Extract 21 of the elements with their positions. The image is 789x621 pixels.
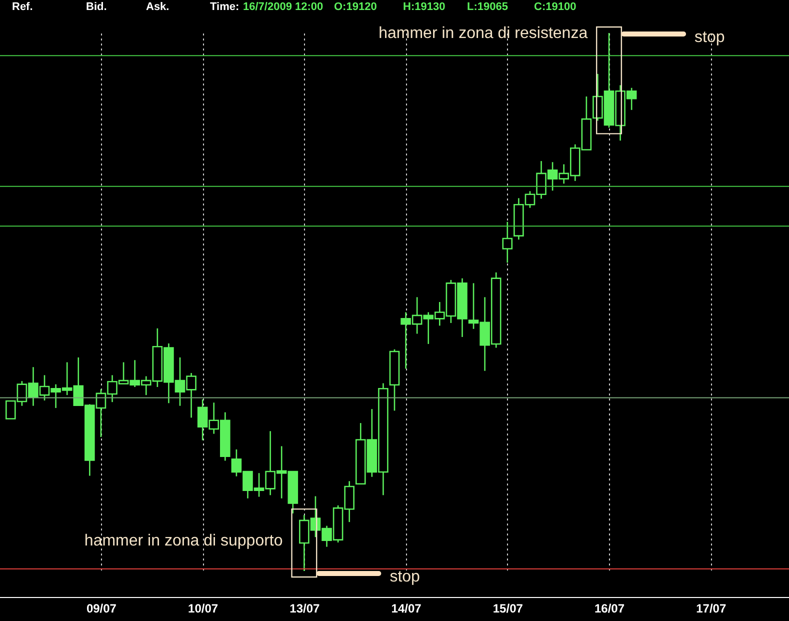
annotation: hammer in zona di resistenza <box>378 25 588 42</box>
x-tick-label: 15/07 <box>492 602 524 616</box>
x-tick-label: 17/07 <box>696 602 726 616</box>
x-tick-label: 09/07 <box>86 602 117 616</box>
x-tick-label: 16/07 <box>594 602 625 616</box>
x-tick-label: 10/07 <box>188 602 218 616</box>
annotation: hammer in zona di supporto <box>84 532 283 550</box>
candlestick <box>502 221 513 264</box>
annotation: stop <box>390 568 420 586</box>
text: H:19130 <box>403 1 446 13</box>
text: C:19100 <box>534 1 576 13</box>
annotation: stop <box>694 29 725 46</box>
text: Ref. <box>12 1 33 13</box>
text: Time: <box>210 1 240 13</box>
text: L:19065 <box>467 1 508 13</box>
x-tick-label: 14/07 <box>391 602 422 616</box>
text: O:19120 <box>334 1 377 13</box>
text: Ask. <box>146 1 170 13</box>
text: 16/7/2009 12:00 <box>243 1 324 13</box>
text: Bid. <box>86 1 107 13</box>
x-tick-label: 13/07 <box>290 602 320 616</box>
